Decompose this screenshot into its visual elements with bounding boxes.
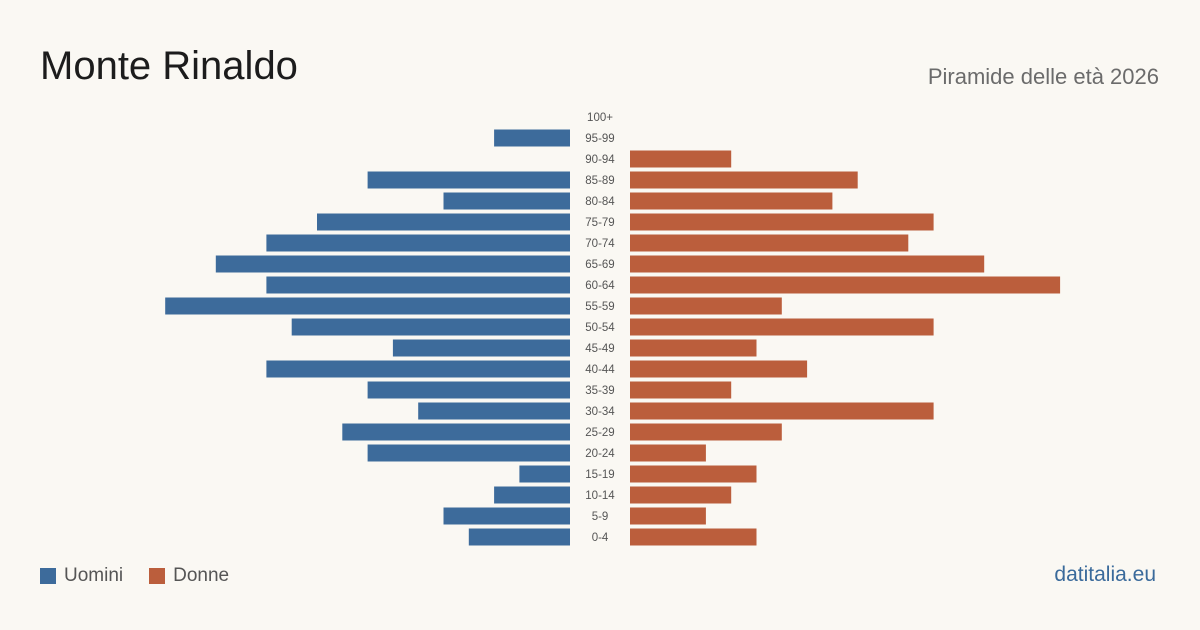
bar-men-55-59 <box>165 297 570 315</box>
bar-women-50-54 <box>630 318 934 336</box>
bar-men-60-64 <box>266 276 570 294</box>
age-label-60-64: 60-64 <box>585 280 615 292</box>
bar-men-95-99 <box>494 129 570 147</box>
bar-men-80-84 <box>443 192 570 210</box>
bar-women-90-94 <box>630 150 732 168</box>
bar-men-35-39 <box>367 381 570 399</box>
bar-men-0-4 <box>468 528 570 546</box>
bar-men-45-49 <box>392 339 570 357</box>
age-label-35-39: 35-39 <box>585 385 614 397</box>
bar-women-80-84 <box>630 192 833 210</box>
bar-women-0-4 <box>630 528 757 546</box>
bar-women-30-34 <box>630 402 934 420</box>
legend-item-women: Donne <box>149 565 229 587</box>
bar-men-5-9 <box>443 507 570 525</box>
bar-women-20-24 <box>630 444 706 462</box>
bar-men-70-74 <box>266 234 570 252</box>
bar-women-5-9 <box>630 507 706 525</box>
bar-women-35-39 <box>630 381 732 399</box>
bar-women-25-29 <box>630 423 782 441</box>
age-label-55-59: 55-59 <box>585 301 614 313</box>
bar-women-70-74 <box>630 234 909 252</box>
age-label-75-79: 75-79 <box>585 217 614 229</box>
age-label-20-24: 20-24 <box>585 448 615 460</box>
bar-women-45-49 <box>630 339 757 357</box>
age-label-15-19: 15-19 <box>585 469 614 481</box>
legend-item-men: Uomini <box>40 565 123 587</box>
chart-subtitle: Piramide delle età 2026 <box>927 64 1159 89</box>
age-label-95-99: 95-99 <box>585 133 614 145</box>
age-label-40-44: 40-44 <box>585 364 615 376</box>
bar-men-85-89 <box>367 171 570 189</box>
legend-label-women: Donne <box>173 565 230 586</box>
bar-men-10-14 <box>494 486 570 504</box>
bar-women-85-89 <box>630 171 858 189</box>
bar-women-10-14 <box>630 486 732 504</box>
age-label-100plus: 100+ <box>587 112 613 124</box>
bar-men-15-19 <box>519 465 570 483</box>
age-label-10-14: 10-14 <box>585 490 615 502</box>
age-label-0-4: 0-4 <box>592 532 609 544</box>
age-label-30-34: 30-34 <box>585 406 615 418</box>
chart-legend: Uomini Donne <box>40 565 255 587</box>
legend-label-men: Uomini <box>64 565 124 586</box>
bar-men-30-34 <box>418 402 570 420</box>
bar-women-40-44 <box>630 360 808 378</box>
age-label-70-74: 70-74 <box>585 238 615 250</box>
site-brand-link[interactable]: datitalia.eu <box>1054 563 1156 586</box>
bar-women-75-79 <box>630 213 934 231</box>
age-label-45-49: 45-49 <box>585 343 614 355</box>
legend-swatch-men <box>40 568 56 584</box>
bar-men-20-24 <box>367 444 570 462</box>
age-label-90-94: 90-94 <box>585 154 615 166</box>
bar-men-75-79 <box>317 213 570 231</box>
age-label-5-9: 5-9 <box>592 511 609 523</box>
age-label-50-54: 50-54 <box>585 322 615 334</box>
bar-women-55-59 <box>630 297 782 315</box>
age-label-85-89: 85-89 <box>585 175 614 187</box>
bar-men-40-44 <box>266 360 570 378</box>
bar-women-65-69 <box>630 255 985 273</box>
bar-men-25-29 <box>342 423 570 441</box>
age-label-80-84: 80-84 <box>585 196 615 208</box>
age-label-25-29: 25-29 <box>585 427 614 439</box>
bar-women-15-19 <box>630 465 757 483</box>
age-label-65-69: 65-69 <box>585 259 614 271</box>
bar-men-65-69 <box>215 255 571 273</box>
page-title: Monte Rinaldo <box>40 44 298 88</box>
legend-swatch-women <box>149 568 166 584</box>
bar-men-50-54 <box>291 318 570 336</box>
bar-women-60-64 <box>630 276 1061 294</box>
